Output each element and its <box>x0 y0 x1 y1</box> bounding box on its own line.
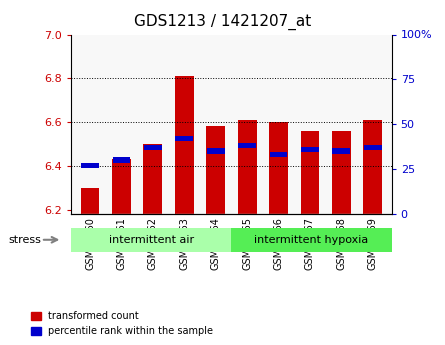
Bar <box>112 159 131 214</box>
FancyBboxPatch shape <box>231 228 392 252</box>
Bar <box>238 143 256 148</box>
Bar <box>269 122 288 214</box>
Bar <box>207 148 225 154</box>
Bar <box>206 126 225 214</box>
Bar <box>364 145 382 150</box>
Bar <box>270 152 287 157</box>
Bar <box>144 145 162 150</box>
Text: intermittent air: intermittent air <box>109 235 194 245</box>
Bar <box>238 120 256 214</box>
Text: GDS1213 / 1421207_at: GDS1213 / 1421207_at <box>134 14 311 30</box>
Legend: transformed count, percentile rank within the sample: transformed count, percentile rank withi… <box>27 307 218 340</box>
Bar <box>143 144 162 214</box>
Bar <box>301 147 319 152</box>
Bar <box>300 131 320 214</box>
Text: intermittent hypoxia: intermittent hypoxia <box>255 235 368 245</box>
Bar <box>332 148 350 154</box>
Bar <box>175 76 194 214</box>
Text: stress: stress <box>9 235 42 245</box>
Bar <box>113 157 130 163</box>
Bar <box>81 163 99 168</box>
Bar <box>81 188 100 214</box>
Bar <box>332 131 351 214</box>
Bar <box>175 136 193 141</box>
Bar <box>363 120 382 214</box>
FancyBboxPatch shape <box>71 228 231 252</box>
